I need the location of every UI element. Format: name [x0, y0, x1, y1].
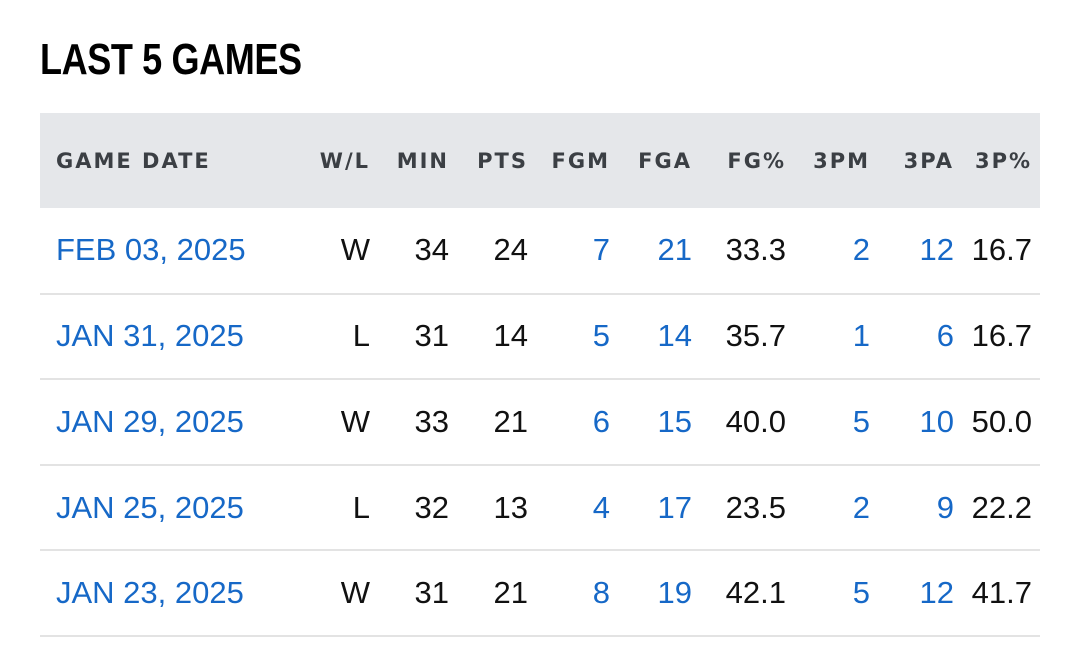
column-header-fgm[interactable]: FGM — [551, 148, 610, 173]
fga-cell: 19 — [610, 550, 692, 636]
3pm-cell: 5 — [786, 550, 870, 636]
wl-cell: L — [352, 318, 370, 354]
3pa-cell: 6 — [870, 294, 954, 380]
min-cell: 31 — [414, 318, 449, 354]
pts-cell: 24 — [493, 232, 528, 268]
fg-pct-cell: 42.1 — [725, 575, 786, 611]
3pm-link[interactable]: 5 — [852, 575, 870, 611]
fgm-cell: 7 — [528, 208, 610, 294]
game-date-cell: FEB 03, 2025 — [40, 208, 290, 294]
fga-cell: 17 — [610, 465, 692, 551]
min-cell: 34 — [414, 232, 449, 268]
game-date-cell: JAN 31, 2025 — [40, 294, 290, 380]
column-header-3pa[interactable]: 3PA — [903, 148, 954, 173]
fga-cell: 21 — [610, 208, 692, 294]
last-5-games-table: GAME DATE W/L MIN PTS FGM FGA FG% 3PM 3P… — [40, 113, 1040, 637]
wl-cell: W — [340, 232, 370, 268]
fga-link[interactable]: 14 — [657, 318, 692, 354]
column-header-min[interactable]: MIN — [396, 148, 449, 173]
pts-cell: 14 — [493, 318, 528, 354]
fga-cell: 15 — [610, 379, 692, 465]
game-date-cell: JAN 29, 2025 — [40, 379, 290, 465]
3pm-cell: 1 — [786, 294, 870, 380]
3pm-link[interactable]: 1 — [852, 318, 870, 354]
pts-cell: 13 — [493, 489, 528, 525]
game-date-link[interactable]: JAN 31, 2025 — [56, 318, 244, 354]
table-row: FEB 03, 2025 W 34 24 7 21 33.3 2 12 16.7 — [40, 208, 1040, 294]
3pa-cell: 12 — [870, 208, 954, 294]
3pa-link[interactable]: 12 — [919, 575, 954, 611]
3pm-link[interactable]: 5 — [852, 403, 870, 439]
fgm-link[interactable]: 4 — [592, 489, 610, 525]
column-header-fga[interactable]: FGA — [638, 148, 692, 173]
column-header-3p-pct[interactable]: 3P% — [974, 148, 1032, 173]
pts-cell: 21 — [493, 575, 528, 611]
column-header-pts[interactable]: PTS — [477, 148, 528, 173]
fg-pct-cell: 23.5 — [725, 489, 786, 525]
fg-pct-cell: 33.3 — [725, 232, 786, 268]
3p-pct-cell: 50.0 — [971, 403, 1032, 439]
section-title: LAST 5 GAMES — [40, 35, 302, 84]
fga-link[interactable]: 19 — [657, 575, 692, 611]
3p-pct-cell: 41.7 — [971, 575, 1032, 611]
fga-link[interactable]: 15 — [657, 403, 692, 439]
3p-pct-cell: 22.2 — [971, 489, 1032, 525]
fga-link[interactable]: 21 — [657, 232, 692, 268]
fgm-cell: 8 — [528, 550, 610, 636]
table-row: JAN 25, 2025 L 32 13 4 17 23.5 2 9 22.2 — [40, 465, 1040, 551]
table-header-row: GAME DATE W/L MIN PTS FGM FGA FG% 3PM 3P… — [40, 113, 1040, 208]
column-header-fg-pct[interactable]: FG% — [727, 148, 786, 173]
game-date-link[interactable]: FEB 03, 2025 — [56, 232, 246, 268]
pts-cell: 21 — [493, 403, 528, 439]
fgm-cell: 5 — [528, 294, 610, 380]
fga-link[interactable]: 17 — [657, 489, 692, 525]
min-cell: 32 — [414, 489, 449, 525]
3pa-cell: 10 — [870, 379, 954, 465]
fgm-link[interactable]: 5 — [592, 318, 610, 354]
fgm-cell: 6 — [528, 379, 610, 465]
3pa-link[interactable]: 6 — [936, 318, 954, 354]
3pm-link[interactable]: 2 — [852, 232, 870, 268]
3p-pct-cell: 16.7 — [971, 232, 1032, 268]
3pa-cell: 12 — [870, 550, 954, 636]
wl-cell: W — [340, 403, 370, 439]
column-header-3pm[interactable]: 3PM — [813, 148, 870, 173]
table-row: JAN 29, 2025 W 33 21 6 15 40.0 5 10 50.0 — [40, 379, 1040, 465]
3pm-cell: 2 — [786, 465, 870, 551]
fg-pct-cell: 40.0 — [725, 403, 786, 439]
3pa-link[interactable]: 10 — [919, 403, 954, 439]
3pa-link[interactable]: 9 — [936, 489, 954, 525]
game-date-cell: JAN 23, 2025 — [40, 550, 290, 636]
game-date-link[interactable]: JAN 25, 2025 — [56, 489, 244, 525]
3pm-cell: 2 — [786, 208, 870, 294]
fgm-cell: 4 — [528, 465, 610, 551]
fga-cell: 14 — [610, 294, 692, 380]
column-header-wl[interactable]: W/L — [319, 148, 370, 173]
3p-pct-cell: 16.7 — [971, 318, 1032, 354]
3pm-link[interactable]: 2 — [852, 489, 870, 525]
game-date-link[interactable]: JAN 29, 2025 — [56, 403, 244, 439]
min-cell: 31 — [414, 575, 449, 611]
fgm-link[interactable]: 7 — [592, 232, 610, 268]
min-cell: 33 — [414, 403, 449, 439]
fgm-link[interactable]: 8 — [592, 575, 610, 611]
game-date-link[interactable]: JAN 23, 2025 — [56, 575, 244, 611]
wl-cell: W — [340, 575, 370, 611]
3pa-link[interactable]: 12 — [919, 232, 954, 268]
game-date-cell: JAN 25, 2025 — [40, 465, 290, 551]
wl-cell: L — [352, 489, 370, 525]
column-header-game-date[interactable]: GAME DATE — [56, 148, 211, 173]
fg-pct-cell: 35.7 — [725, 318, 786, 354]
table-row: JAN 23, 2025 W 31 21 8 19 42.1 5 12 41.7 — [40, 550, 1040, 636]
fgm-link[interactable]: 6 — [592, 403, 610, 439]
3pm-cell: 5 — [786, 379, 870, 465]
table-row: JAN 31, 2025 L 31 14 5 14 35.7 1 6 16.7 — [40, 294, 1040, 380]
3pa-cell: 9 — [870, 465, 954, 551]
